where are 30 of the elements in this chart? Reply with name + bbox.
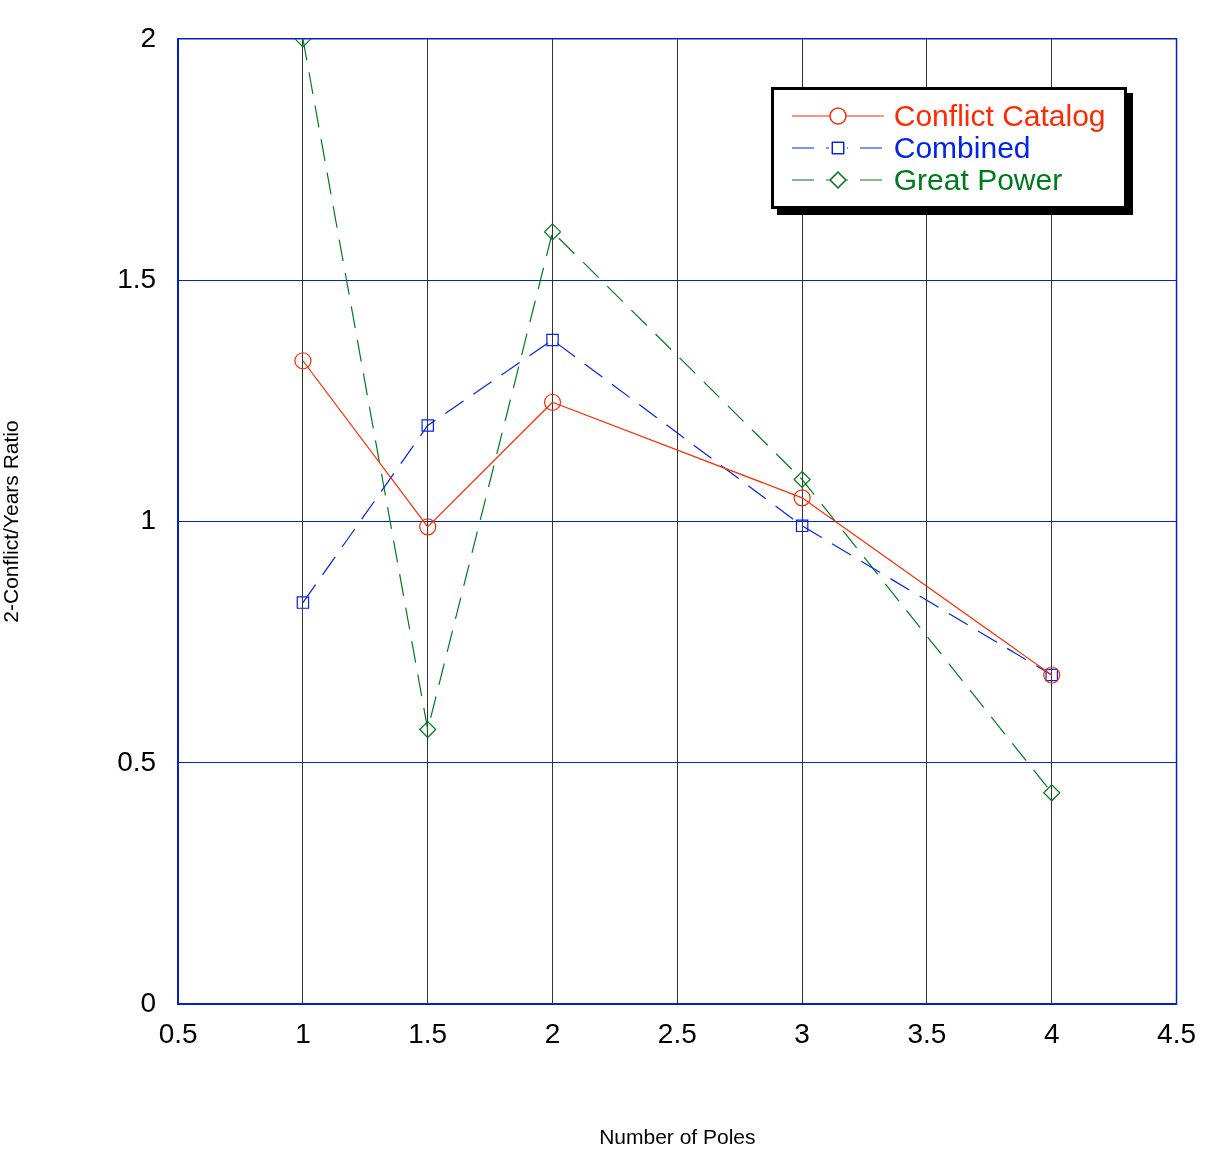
y-tick-label: 0.5 bbox=[117, 745, 157, 777]
point bbox=[419, 720, 437, 739]
x-tick-label: 2.5 bbox=[657, 1017, 697, 1049]
point bbox=[793, 470, 811, 489]
x-tick-label: 1 bbox=[295, 1017, 311, 1049]
y-tick-label: 2 bbox=[140, 21, 157, 53]
point bbox=[296, 596, 310, 609]
point bbox=[543, 223, 562, 241]
point bbox=[795, 519, 809, 533]
point bbox=[419, 518, 437, 536]
x-tick-label: 4.5 bbox=[1157, 1017, 1197, 1049]
y-tick-label: 1.5 bbox=[117, 262, 157, 294]
point bbox=[793, 489, 811, 507]
legend-label: Great Power bbox=[893, 162, 1063, 196]
y-tick-label: 0 bbox=[140, 986, 157, 1018]
x-tick-label: 2 bbox=[544, 1017, 561, 1049]
x-tick-label: 3.5 bbox=[907, 1017, 947, 1049]
point bbox=[543, 393, 562, 411]
x-tick-label: 3 bbox=[794, 1017, 810, 1049]
x-tick-label: 4 bbox=[1043, 1017, 1060, 1049]
x-tick-label: 1.5 bbox=[408, 1017, 448, 1049]
point bbox=[546, 333, 559, 347]
y-axis-title: 2-Conflict/Years Ratio bbox=[0, 420, 23, 623]
y-tick-label: 1 bbox=[140, 504, 157, 536]
legend-label: Combined bbox=[893, 130, 1031, 164]
legend-label: Conflict Catalog bbox=[893, 98, 1106, 132]
point bbox=[1043, 784, 1061, 802]
x-axis-title: Number of Poles bbox=[599, 1125, 756, 1149]
point bbox=[421, 419, 434, 432]
point bbox=[294, 352, 312, 370]
